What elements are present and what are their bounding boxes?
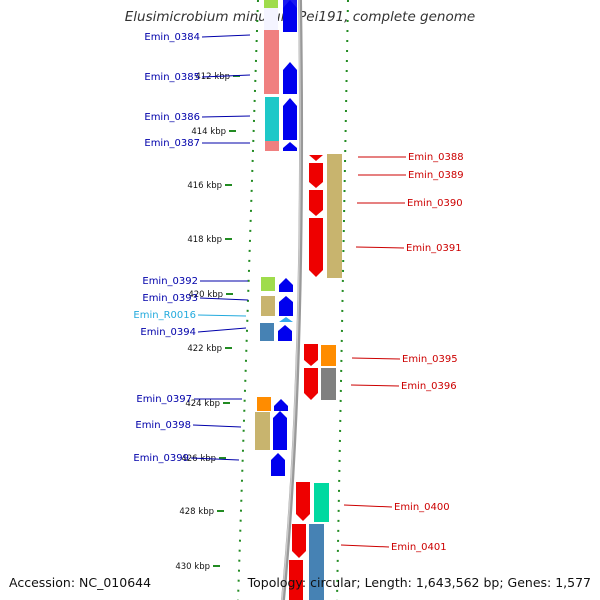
gene-label-left: Emin_0394 bbox=[140, 327, 196, 338]
gene-label-right: Emin_0390 bbox=[407, 198, 463, 209]
cds-0400-arrow bbox=[296, 482, 310, 521]
gene-label-left: Emin_0399 bbox=[133, 453, 189, 464]
cds-0402-arrow bbox=[289, 560, 303, 600]
gene-leader-right bbox=[355, 246, 405, 249]
cds-0385-arrow bbox=[283, 62, 297, 94]
feature-0385-cog bbox=[264, 30, 279, 94]
feature-0398-cog bbox=[255, 412, 270, 450]
gene-leader-left bbox=[201, 34, 251, 38]
gene-label-left: Emin_0398 bbox=[135, 420, 191, 431]
gene-label-left: Emin_0387 bbox=[144, 138, 200, 149]
gene-label-layer: Emin_0384 Emin_0385 Emin_0386 Emin_0387 Emin… bbox=[133, 32, 463, 553]
scale-label: 420 kbp bbox=[188, 290, 223, 300]
gene-label-left: Emin_0386 bbox=[144, 112, 200, 123]
feature-0393-cog bbox=[261, 296, 275, 316]
gene-leader-right bbox=[343, 504, 393, 508]
scale-label: 424 kbp bbox=[185, 399, 220, 409]
gene-label-left: Emin_0397 bbox=[136, 394, 192, 405]
gene-label-left: Emin_0393 bbox=[142, 293, 198, 304]
scale-label: 422 kbp bbox=[187, 344, 222, 354]
cds-0392-arrow bbox=[279, 278, 293, 292]
gene-leader-left bbox=[201, 74, 251, 78]
gene-leader-left bbox=[197, 314, 247, 317]
feature-0394-cog bbox=[260, 323, 274, 341]
gene-label-left: Emin_R0016 bbox=[133, 310, 196, 321]
gene-label-right: Emin_0391 bbox=[406, 243, 462, 254]
scale-label: 416 kbp bbox=[187, 181, 222, 191]
gene-label-right: Emin_0401 bbox=[391, 542, 447, 553]
cds-0387-arrow bbox=[283, 142, 297, 151]
gene-label-right: Emin_0389 bbox=[408, 170, 464, 181]
cds-0393-arrow bbox=[279, 296, 293, 316]
gene-label-right: Emin_0400 bbox=[394, 502, 450, 513]
gene-label-right: Emin_0395 bbox=[402, 354, 458, 365]
gene-leader-left bbox=[192, 424, 242, 428]
cds-0401-arrow bbox=[292, 524, 306, 558]
gene-leader-left bbox=[197, 327, 247, 333]
cds-0398-arrow bbox=[273, 411, 287, 450]
gene-label-left: Emin_0392 bbox=[142, 276, 198, 287]
scale-label: 426 kbp bbox=[181, 454, 216, 464]
gene-label-left: Emin_0385 bbox=[144, 72, 200, 83]
genome-backbone bbox=[281, 0, 304, 600]
feature-0397-cog bbox=[257, 397, 271, 411]
scale-label: 430 kbp bbox=[175, 562, 210, 572]
cds-0386-arrow bbox=[283, 98, 297, 140]
cds-0399-arrow bbox=[271, 453, 285, 476]
feature-0395-cog bbox=[321, 345, 336, 366]
scale-label: 414 kbp bbox=[191, 127, 226, 137]
cds-0397-arrow bbox=[274, 399, 288, 411]
gene-leader-left bbox=[190, 457, 240, 461]
scale-label: 428 kbp bbox=[179, 507, 214, 517]
gene-leader-left bbox=[201, 115, 251, 118]
feature-0384-cog bbox=[264, 0, 278, 8]
gene-leader-right bbox=[350, 384, 400, 387]
gene-label-left: Emin_0384 bbox=[144, 32, 200, 43]
feature-0401-cog bbox=[309, 524, 324, 600]
gene-leader-right bbox=[340, 544, 390, 548]
feature-0387-cog bbox=[265, 141, 279, 151]
rna-R0016-arrow bbox=[279, 317, 293, 322]
cds-0389-arrow bbox=[309, 163, 323, 188]
feature-0388-cog bbox=[327, 154, 342, 278]
feature-0384-band bbox=[264, 8, 278, 30]
genome-backbone-highlight bbox=[281, 0, 301, 600]
cds-0390-arrow bbox=[309, 190, 323, 216]
cds-0395-arrow bbox=[304, 344, 318, 366]
cds-0394-arrow bbox=[278, 325, 292, 341]
feature-0396-cog bbox=[321, 368, 336, 400]
cds-0391-arrow bbox=[309, 218, 323, 277]
gene-label-right: Emin_0396 bbox=[401, 381, 457, 392]
feature-0400-cog bbox=[314, 483, 329, 522]
gene-leader-left bbox=[199, 297, 249, 301]
cds-0383-bar bbox=[283, 0, 297, 32]
feature-0392-cog bbox=[261, 277, 275, 291]
summary-text: Topology: circular; Length: 1,643,562 bp… bbox=[247, 575, 591, 590]
gene-label-right: Emin_0388 bbox=[408, 152, 464, 163]
accession-text: Accession: NC_010644 bbox=[9, 575, 152, 590]
right-dotted-line bbox=[336, 0, 349, 600]
gene-leader-right bbox=[351, 357, 401, 360]
feature-0386-cog bbox=[265, 97, 279, 141]
cds-0396-arrow bbox=[304, 368, 318, 400]
scale-label: 418 kbp bbox=[187, 235, 222, 245]
cds-0388-arrow bbox=[309, 155, 323, 161]
